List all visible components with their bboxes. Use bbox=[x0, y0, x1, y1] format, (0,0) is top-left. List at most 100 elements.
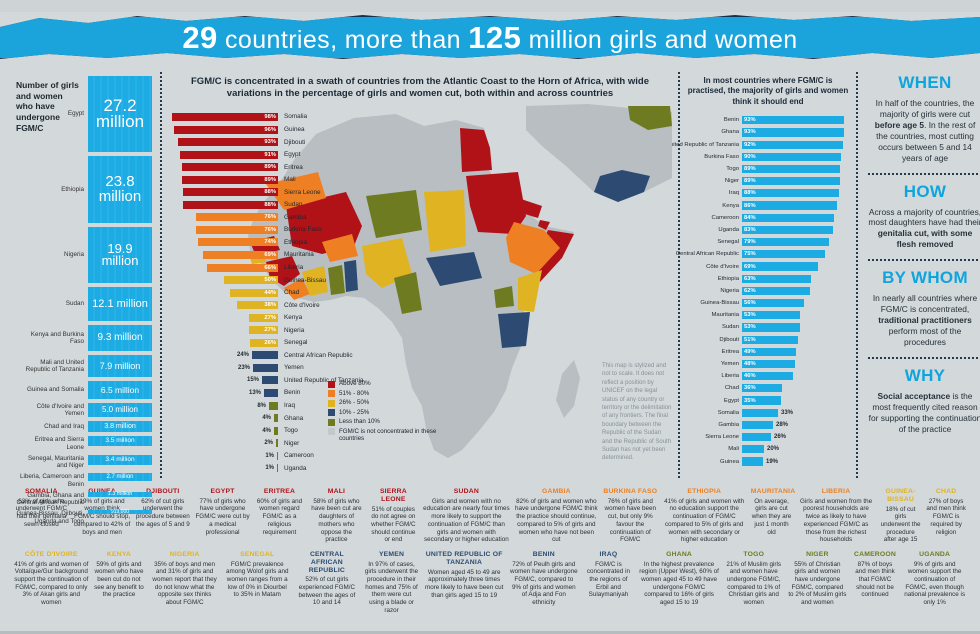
map-panel: FGM/C is concentrated in a swath of coun… bbox=[166, 64, 674, 486]
should-end-country-label: Senegal bbox=[717, 239, 739, 246]
country-fact-name: TOGO bbox=[743, 550, 765, 558]
prevalence-bar: 76% bbox=[196, 213, 278, 222]
prevalence-country-label: Guinea-Bissau bbox=[284, 276, 326, 284]
undergone-value: 5.0 million bbox=[101, 405, 138, 415]
prevalence-country-label: Burkina Faso bbox=[284, 226, 322, 234]
should-end-pct-inside: 90% bbox=[744, 153, 756, 160]
undergone-value: 3.4 million bbox=[105, 455, 135, 463]
prevalence-country-label: Mauritania bbox=[284, 251, 314, 259]
prevalence-row: 88% Sudan bbox=[166, 199, 406, 212]
prevalence-bar bbox=[252, 351, 278, 360]
prevalence-row: 23% Yemen bbox=[166, 362, 406, 375]
prevalence-country-label: Egypt bbox=[284, 151, 301, 159]
prevalence-row: 44% Chad bbox=[166, 286, 406, 299]
country-fact-text: Girls and women from the poorest househo… bbox=[799, 497, 873, 544]
country-fact-text: 35% of boys and men and 31% of girls and… bbox=[152, 560, 217, 607]
prevalence-bar-zone: 2% bbox=[166, 439, 278, 448]
region-benin-strip bbox=[344, 260, 358, 292]
country-fact: MALI 58% of girls who have been cut are … bbox=[309, 488, 364, 544]
undergone-value: 19.9 million bbox=[101, 240, 139, 268]
country-fact-name: ETHIOPIA bbox=[687, 488, 722, 495]
undergone-bar: 27.2 million bbox=[88, 76, 152, 152]
legend-item: 51% - 80% bbox=[328, 389, 450, 397]
country-fact-name: SUDAN bbox=[453, 488, 479, 495]
prevalence-bar bbox=[253, 363, 278, 372]
country-fact-text: 82% of girls and women who have undergon… bbox=[515, 497, 598, 544]
country-fact-name: UNITED REPUBLIC OF TANZANIA bbox=[425, 550, 503, 566]
dotted-separator bbox=[678, 72, 680, 478]
info-section: WHEN In half of the countries, the major… bbox=[868, 66, 980, 173]
should-end-row: Uganda 83% bbox=[684, 224, 852, 236]
prevalence-bar bbox=[277, 451, 278, 460]
region-egypt bbox=[460, 128, 492, 172]
should-end-pct-outside: 19% bbox=[766, 458, 779, 465]
prevalence-pct-inside: 38% bbox=[264, 302, 276, 309]
prevalence-bar bbox=[276, 439, 278, 448]
prevalence-country-label: Yemen bbox=[284, 364, 304, 372]
undergone-row: Guinea and Somalia 6.5 million bbox=[16, 381, 156, 399]
should-end-pct-inside: 88% bbox=[744, 190, 756, 197]
country-fact-text: 9% of girls and women support the contin… bbox=[904, 560, 966, 607]
info-section-text: Social acceptance is the most frequently… bbox=[868, 390, 980, 434]
should-end-country-label: Niger bbox=[724, 178, 739, 185]
undergone-value: 1.3 million bbox=[107, 490, 133, 497]
prevalence-pct-inside: 88% bbox=[264, 189, 276, 196]
country-fact: BENIN 72% of Peulh girls and women have … bbox=[509, 551, 578, 607]
prevalence-country-label: Ethiopia bbox=[284, 238, 308, 246]
should-end-bar: 83% bbox=[742, 225, 833, 235]
map-legend: Above 80% 51% - 80% 26% - 50% 10 bbox=[328, 380, 450, 444]
prevalence-country-label: Chad bbox=[284, 289, 300, 297]
info-section-text: In half of the countries, the majority o… bbox=[874, 98, 976, 163]
country-fact-text: 55% of Christian girls and women have un… bbox=[788, 560, 847, 607]
country-fact-text: 58% of girls who have been cut are daugh… bbox=[311, 497, 362, 544]
undergone-bar: 3.8 million bbox=[88, 421, 152, 433]
should-end-country-label: Guinea-Bissau bbox=[700, 300, 739, 307]
title-banner-backing: 29 countries, more than 125 million girl… bbox=[0, 15, 980, 59]
should-end-pct-inside: 56% bbox=[744, 300, 756, 307]
should-end-row: Mauritania 53% bbox=[684, 309, 852, 321]
legend-swatch bbox=[328, 428, 335, 435]
prevalence-country-label: Niger bbox=[284, 439, 300, 447]
country-fact: TOGO 21% of Muslim girls and women have … bbox=[724, 551, 783, 607]
should-end-bar bbox=[742, 457, 763, 466]
undergone-row: Egypt 27.2 million bbox=[16, 76, 156, 152]
should-end-pct-inside: 92% bbox=[744, 141, 756, 148]
country-fact: MAURITANIA On average, girls are cut whe… bbox=[751, 488, 795, 536]
when-how-whom-why-panel: WHEN In half of the countries, the major… bbox=[862, 64, 980, 486]
should-end-row: Niger 89% bbox=[684, 175, 852, 187]
should-end-bar: 93% bbox=[742, 116, 844, 125]
country-fact-text: 62% of cut girls underwent the procedure… bbox=[135, 497, 190, 528]
undergone-country-label: Senegal, Mauritania and Niger bbox=[27, 454, 84, 470]
country-fact-name: BENIN bbox=[532, 550, 555, 558]
undergone-row: Nigeria 19.9 million bbox=[16, 227, 156, 283]
should-end-country-label: Chad bbox=[724, 385, 739, 392]
should-end-country-label: Uganda bbox=[718, 226, 739, 233]
country-fact-name: GUINEA-BISSAU bbox=[885, 488, 916, 503]
should-end-country-label: Nigeria bbox=[720, 287, 739, 294]
should-end-row: Iraq 88% bbox=[684, 187, 852, 199]
undergone-row: Ethiopia 23.8 million bbox=[16, 156, 156, 223]
prevalence-bar-zone: 1% bbox=[166, 464, 278, 473]
prevalence-bar bbox=[264, 388, 278, 397]
prevalence-country-label: Gambia bbox=[284, 213, 307, 221]
legend-label: FGM/C is not concentrated in these count… bbox=[339, 427, 437, 442]
region-liberia bbox=[284, 278, 310, 300]
should-end-bar: 75% bbox=[742, 250, 825, 259]
region-mauritania bbox=[266, 172, 326, 210]
should-end-country-label: Ethiopia bbox=[717, 275, 739, 282]
country-fact: KENYA 59% of girls and women who have be… bbox=[94, 551, 145, 599]
undergone-row: Côte d'Ivoire and Yemen 5.0 million bbox=[16, 403, 156, 417]
undergone-country-label: Ethiopia bbox=[61, 185, 84, 193]
should-end-pct-inside: 63% bbox=[744, 275, 756, 282]
prevalence-bar-zone: 24% bbox=[166, 351, 278, 360]
prevalence-pct-inside: 89% bbox=[264, 164, 276, 171]
region-cote-divoire bbox=[302, 266, 328, 296]
prevalence-country-label: Mali bbox=[284, 176, 296, 184]
prevalence-row: 1% Cameroon bbox=[166, 449, 406, 462]
prevalence-row: 2% Niger bbox=[166, 437, 406, 450]
prevalence-bar: 27% bbox=[249, 313, 278, 322]
should-end-row: Liberia 46% bbox=[684, 370, 852, 382]
dotted-separator bbox=[856, 72, 858, 478]
legend-label: 51% - 80% bbox=[339, 389, 370, 397]
